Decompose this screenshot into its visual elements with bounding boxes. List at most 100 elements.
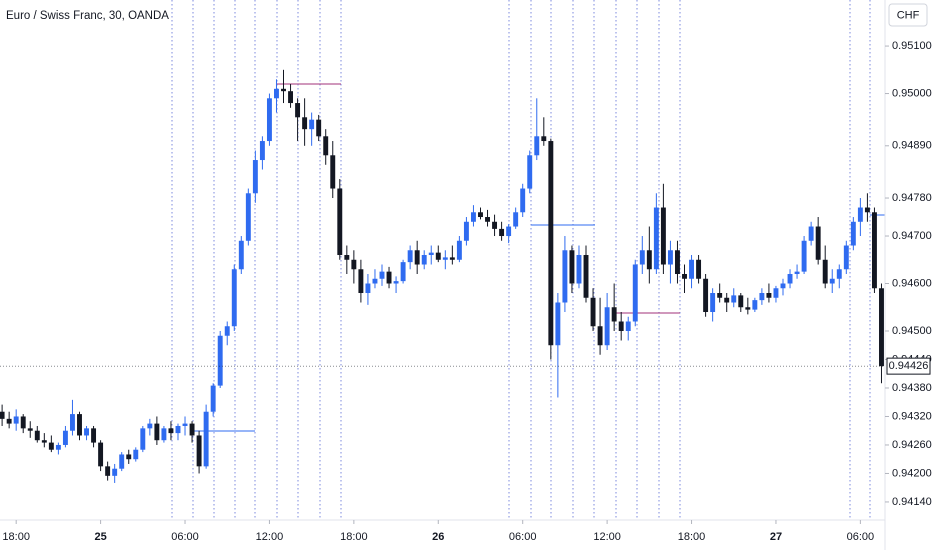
candle-body xyxy=(470,212,476,222)
candle-body xyxy=(140,428,146,450)
candle-body xyxy=(667,250,673,265)
candle-body xyxy=(407,250,413,263)
candle-body xyxy=(625,321,631,331)
candle-body xyxy=(660,207,666,265)
y-tick-label: 0.94200 xyxy=(892,467,932,479)
candle-body xyxy=(463,221,469,241)
candle-body xyxy=(84,428,89,436)
candle-body xyxy=(323,136,329,156)
candle-body xyxy=(485,217,490,222)
candle-body xyxy=(358,269,364,294)
candle-body xyxy=(400,262,406,282)
candle-body xyxy=(478,212,483,218)
candle-body xyxy=(337,188,343,256)
candle-body xyxy=(822,259,828,284)
candle-body xyxy=(618,321,624,331)
candle-body xyxy=(569,250,575,284)
candle-body xyxy=(20,416,26,429)
y-tick-label: 0.94380 xyxy=(892,382,932,394)
candle-body xyxy=(259,141,265,161)
plot-area xyxy=(0,0,885,520)
candle-body xyxy=(506,226,512,237)
candle-body xyxy=(0,411,5,419)
candle-body xyxy=(646,250,652,270)
candle-body xyxy=(829,278,835,284)
x-tick-label: 25 xyxy=(94,531,106,543)
candle-body xyxy=(203,411,209,467)
y-tick-label: 0.94890 xyxy=(892,140,932,152)
candle-body xyxy=(639,250,645,265)
candle-body xyxy=(414,250,420,265)
candle-body xyxy=(154,423,160,441)
candle-body xyxy=(703,278,709,312)
candle-body xyxy=(175,425,181,434)
x-tick-label: 06:00 xyxy=(509,531,537,543)
candle-body xyxy=(766,293,772,298)
candle-body xyxy=(252,160,258,194)
last-price-label: 0.94426 xyxy=(889,360,929,372)
candle-body xyxy=(182,423,188,426)
candle-body xyxy=(316,119,322,137)
candle-body xyxy=(55,444,61,450)
candle-body xyxy=(6,418,12,424)
candle-body xyxy=(168,428,174,434)
candle-body xyxy=(196,435,202,467)
candle-body xyxy=(752,300,758,310)
candle-body xyxy=(653,207,659,270)
candle-body xyxy=(724,297,730,303)
candle-body xyxy=(386,271,392,284)
candle-body xyxy=(717,293,723,298)
candle-body xyxy=(534,136,540,156)
candle-body xyxy=(548,141,554,346)
candle-body xyxy=(69,414,75,431)
candle-body xyxy=(562,250,568,303)
candle-body xyxy=(274,88,279,99)
candle-body xyxy=(611,307,617,322)
currency-box[interactable] xyxy=(888,3,928,27)
x-tick-label: 27 xyxy=(770,531,782,543)
y-tick-label: 0.94500 xyxy=(892,325,932,337)
candle-body xyxy=(590,297,596,327)
candle-body xyxy=(231,269,237,327)
candle-body xyxy=(604,307,610,346)
candle-body xyxy=(428,252,434,256)
candle-body xyxy=(787,274,793,284)
candle-body xyxy=(330,155,336,189)
candle-body xyxy=(98,442,104,467)
x-tick-label: 12:00 xyxy=(256,531,284,543)
candle-body xyxy=(126,454,132,460)
candle-body xyxy=(520,188,526,213)
candle-body xyxy=(864,207,870,213)
candle-body xyxy=(393,281,399,284)
candle-body xyxy=(13,416,19,424)
candle-body xyxy=(710,293,716,312)
candle-body xyxy=(843,245,849,270)
candle-body xyxy=(689,259,695,279)
candle-body xyxy=(513,212,519,227)
x-tick-label: 12:00 xyxy=(593,531,621,543)
candle-body xyxy=(745,307,751,310)
candle-body xyxy=(527,155,533,189)
candle-body xyxy=(91,428,97,443)
candle-body xyxy=(675,250,680,275)
candle-body xyxy=(597,326,603,346)
candle-body xyxy=(147,423,153,429)
candle-body xyxy=(372,278,378,284)
x-tick-label: 26 xyxy=(432,531,444,543)
currency-label[interactable]: CHF xyxy=(897,9,920,21)
candle-body xyxy=(738,295,744,308)
y-tick-label: 0.94260 xyxy=(892,439,932,451)
candle-body xyxy=(112,468,118,476)
candle-body xyxy=(302,117,308,130)
candle-body xyxy=(105,466,111,476)
candle-body xyxy=(351,259,357,270)
candle-body xyxy=(780,283,786,289)
y-tick-label: 0.94600 xyxy=(892,277,932,289)
candle-body xyxy=(871,212,877,289)
candle-body xyxy=(189,423,195,436)
candle-body xyxy=(344,255,350,260)
candle-body xyxy=(295,103,301,118)
candle-body xyxy=(62,430,68,445)
